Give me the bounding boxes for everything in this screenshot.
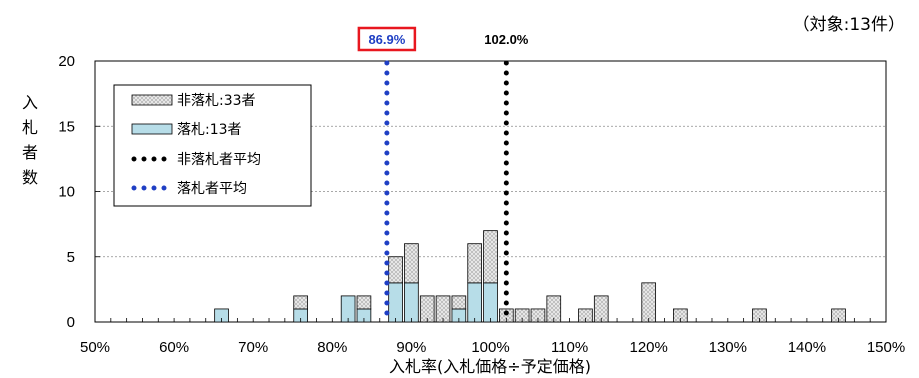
y-axis-title: 入札者数 (22, 93, 38, 187)
y-tick-label: 20 (58, 53, 75, 70)
average-label-box (357, 26, 417, 52)
legend-label-non-winning-average: 非落札者平均 (177, 152, 261, 168)
bar-non-winning (483, 230, 498, 284)
y-axis-title-char: 札 (22, 118, 38, 137)
x-tick-label: 140% (788, 339, 826, 356)
x-tick-label: 120% (630, 339, 668, 356)
legend-label-winning-average: 落札者平均 (177, 181, 247, 197)
x-tick-label: 100% (471, 339, 509, 356)
axis-ticks: 50% 60% 70% 80% 90% 100% 110% 120% 130% 140% 150% 0… (58, 53, 905, 356)
legend-swatch-non-winning (131, 94, 173, 106)
legend: 非落札:33者 落札:13者 非落札者平均 落札者平均 (113, 84, 312, 207)
bar-winning (467, 282, 482, 323)
y-tick-label: 10 (58, 184, 75, 201)
bar-non-winning (641, 282, 657, 323)
y-axis-title-char: 数 (22, 168, 38, 187)
average-lines: 102.0% 86.9% (357, 26, 529, 323)
y-axis-title-char: 者 (22, 143, 38, 162)
legend-label-winning: 落札:13者 (177, 122, 242, 138)
x-tick-label: 90% (396, 339, 426, 356)
average-label: 86.9% (368, 32, 405, 47)
average-label: 102.0% (484, 32, 529, 47)
bar-winning (388, 282, 403, 323)
x-tick-label: 150% (867, 339, 905, 356)
x-tick-label: 130% (709, 339, 747, 356)
legend-swatch-winning (131, 123, 173, 135)
bar-non-winning (293, 295, 308, 310)
bar-non-winning (404, 243, 419, 284)
legend-label-non-winning: 非落札:33者 (177, 93, 256, 109)
bar-winning (404, 282, 419, 323)
x-tick-label: 70% (238, 339, 268, 356)
x-tick-label: 60% (159, 339, 189, 356)
x-tick-label: 50% (80, 339, 110, 356)
y-axis-title-char: 入 (22, 93, 38, 112)
bar-non-winning (451, 295, 467, 310)
bars (214, 230, 846, 323)
bar-non-winning (467, 243, 482, 284)
y-tick-label: 0 (67, 314, 75, 331)
x-tick-label: 110% (551, 339, 588, 356)
y-tick-label: 15 (58, 118, 75, 135)
x-axis-title: 入札率(入札価格÷予定価格) (389, 357, 591, 376)
x-tick-label: 80% (317, 339, 347, 356)
subject-count-note: （対象:13件） (793, 15, 905, 35)
bar-non-winning (388, 256, 403, 284)
y-tick-label: 5 (67, 249, 75, 266)
bar-winning (483, 282, 498, 323)
bar-non-winning (356, 295, 372, 310)
